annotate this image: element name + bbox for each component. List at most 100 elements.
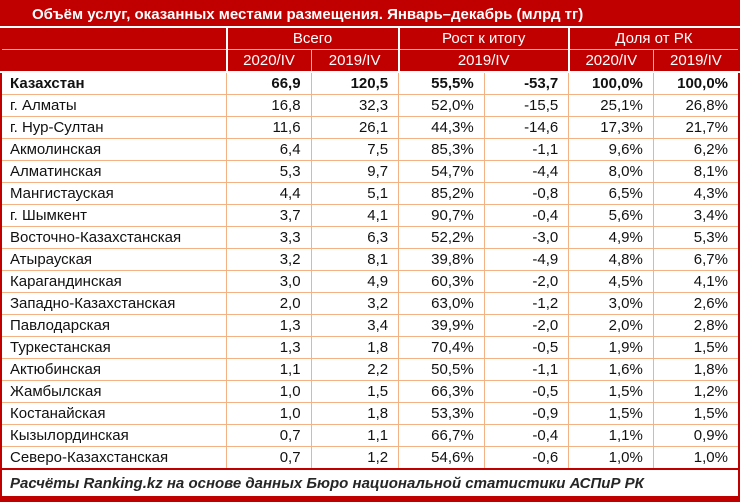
value-cell: 5,6% (568, 204, 654, 227)
value-cell: 8,0% (568, 160, 654, 183)
region-header-empty (1, 27, 227, 50)
value-cell: 44,3% (398, 116, 485, 139)
value-cell: 66,3% (398, 380, 485, 403)
value-cell: -4,4 (483, 160, 569, 183)
region-cell: г. Алматы (1, 94, 227, 117)
value-cell: -0,9 (483, 402, 569, 425)
value-cell: 26,8% (652, 94, 739, 117)
value-cell: 0,9% (652, 424, 739, 447)
column-group-share: Доля от РК (567, 27, 739, 50)
value-cell: 54,7% (398, 160, 485, 183)
subheader-growth-2019: 2019/IV (397, 49, 569, 73)
value-cell: 6,4 (226, 138, 312, 161)
value-cell: 1,5% (652, 336, 739, 359)
value-cell: 2,2 (310, 358, 399, 381)
table-row: Западно-Казахстанская 2,0 3,2 63,0% -1,2 3,0%… (1, 292, 739, 315)
value-cell: 2,0 (226, 292, 312, 315)
value-cell: 1,9% (568, 336, 654, 359)
table-row: Туркестанская 1,3 1,8 70,4% -0,5 1,9% 1,5% (1, 336, 739, 359)
value-cell: 7,5 (310, 138, 399, 161)
value-cell: 2,6% (652, 292, 739, 315)
value-cell: 21,7% (652, 116, 739, 139)
table-row: Павлодарская 1,3 3,4 39,9% -2,0 2,0% 2,8% (1, 314, 739, 337)
value-cell: 5,1 (310, 182, 399, 205)
table-row: Алматинская 5,3 9,7 54,7% -4,4 8,0% 8,1% (1, 160, 739, 183)
value-cell: 39,8% (398, 248, 485, 271)
value-cell: 25,1% (568, 94, 654, 117)
value-cell: 32,3 (310, 94, 399, 117)
value-cell: 1,0% (568, 446, 654, 469)
region-cell: Казахстан (10, 75, 85, 92)
column-group-growth: Рост к итогу (397, 27, 569, 50)
value-cell: 100,0% (568, 72, 654, 95)
region-cell: Актюбинская (1, 358, 227, 381)
subheader-share-2020: 2020/IV (567, 49, 654, 73)
value-cell: -0,4 (483, 204, 569, 227)
value-cell: 3,3 (226, 226, 312, 249)
value-cell: 26,1 (310, 116, 399, 139)
region-cell: Кызылординская (1, 424, 227, 447)
value-cell: 1,8 (310, 336, 399, 359)
value-cell: 4,4 (226, 182, 312, 205)
value-cell: 1,2% (652, 380, 739, 403)
table-row: Акмолинская 6,4 7,5 85,3% -1,1 9,6% 6,2% (1, 138, 739, 161)
region-cell: Туркестанская (1, 336, 227, 359)
value-cell: -15,5 (483, 94, 569, 117)
value-cell: 5,3% (652, 226, 739, 249)
table-row: г. Нур-Султан 11,6 26,1 44,3% -14,6 17,3% 21,7… (1, 116, 739, 139)
value-cell: 1,0 (226, 402, 312, 425)
value-cell: 55,5% (398, 72, 485, 95)
region-subheader-empty (1, 49, 227, 73)
table-row: Казахстан 66,9 120,5 55,5% -53,7 100,0% 100,0% (1, 72, 739, 95)
value-cell: 1,6% (568, 358, 654, 381)
column-group-total: Всего (225, 27, 399, 50)
value-cell: 54,6% (398, 446, 485, 469)
value-cell: 60,3% (398, 270, 485, 293)
value-cell: 85,2% (398, 182, 485, 205)
subheader-share-2019: 2019/IV (652, 49, 739, 73)
value-cell: 3,2 (310, 292, 399, 315)
footer-row: Расчёты Ranking.kz на основе данных Бюро… (1, 468, 739, 499)
value-cell: 6,3 (310, 226, 399, 249)
value-cell: 53,3% (398, 402, 485, 425)
table-row: Костанайская 1,0 1,8 53,3% -0,9 1,5% 1,5% (1, 402, 739, 425)
value-cell: 90,7% (398, 204, 485, 227)
value-cell: 4,1% (652, 270, 739, 293)
table-row: Актюбинская 1,1 2,2 50,5% -1,1 1,6% 1,8% (1, 358, 739, 381)
table-row: г. Шымкент 3,7 4,1 90,7% -0,4 5,6% 3,4% (1, 204, 739, 227)
value-cell: -2,0 (483, 314, 569, 337)
value-cell: 4,1 (310, 204, 399, 227)
table-title: Объём услуг, оказанных местами размещени… (1, 1, 739, 28)
value-cell: 4,3% (652, 182, 739, 205)
value-cell: 1,5 (310, 380, 399, 403)
region-cell: Алматинская (1, 160, 227, 183)
value-cell: 52,2% (398, 226, 485, 249)
region-cell: Жамбылская (1, 380, 227, 403)
region-cell: Костанайская (1, 402, 227, 425)
value-cell: 6,7% (652, 248, 739, 271)
value-cell: 5,3 (226, 160, 312, 183)
value-cell: -0,5 (483, 380, 569, 403)
value-cell: -0,6 (483, 446, 569, 469)
value-cell: 1,1 (226, 358, 312, 381)
value-cell: 1,5% (568, 380, 654, 403)
table-row: Мангистауская 4,4 5,1 85,2% -0,8 6,5% 4,3% (1, 182, 739, 205)
column-group-row: Всего Рост к итогу Доля от РК (1, 27, 739, 50)
value-cell: -1,1 (483, 138, 569, 161)
value-cell: -14,6 (483, 116, 569, 139)
value-cell: 1,1% (568, 424, 654, 447)
value-cell: 1,8 (310, 402, 399, 425)
region-cell: Акмолинская (1, 138, 227, 161)
source-note: Расчёты Ranking.kz на основе данных Бюро… (1, 468, 739, 499)
value-cell: 3,4 (310, 314, 399, 337)
subheader-total-2019: 2019/IV (310, 49, 399, 73)
value-cell: 70,4% (398, 336, 485, 359)
region-cell: г. Шымкент (1, 204, 227, 227)
title-row: Объём услуг, оказанных местами размещени… (1, 1, 739, 28)
value-cell: -53,7 (483, 72, 569, 95)
value-cell: 8,1 (310, 248, 399, 271)
value-cell: -1,2 (483, 292, 569, 315)
value-cell: 6,5% (568, 182, 654, 205)
value-cell: 120,5 (310, 72, 399, 95)
